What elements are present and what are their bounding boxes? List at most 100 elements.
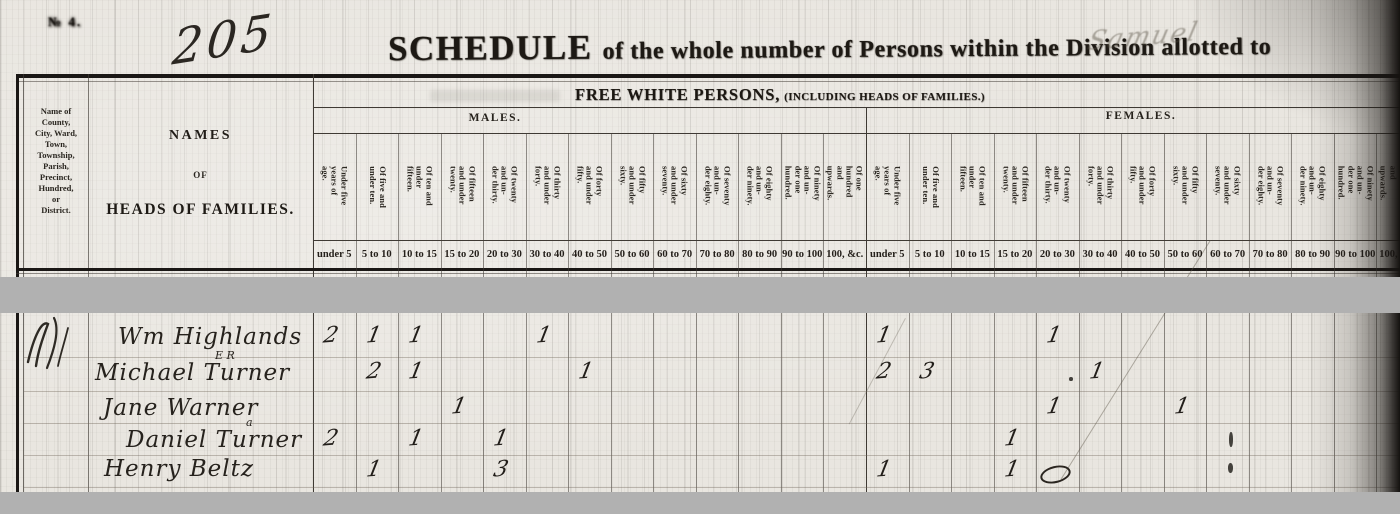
male-age-range-label-5: 30 to 40 [529,248,565,260]
margin-squiggle-handwriting [26,316,69,370]
table-row-name: Henry Beltz [104,456,254,482]
female-count-mark: 2 [874,358,894,385]
male-age-header-10: Of eighty and un- der ninety. [738,137,781,237]
female-age-header-text-10: Of eighty and un- der ninety. [1298,165,1328,206]
ink-speck [1228,463,1233,473]
male-age-header-6: Of forty and under fifty. [568,137,611,237]
table-top-border-inner [16,81,1400,82]
free-white-persons-header: FREE WHITE PERSONS, (INCLUDING HEADS OF … [480,85,1080,105]
female-age-header-3: Of fifteen and under twenty. [994,137,1037,237]
corner-stamp: № 4. [48,14,83,29]
female-age-header-1: Of five and under ten. [909,137,952,237]
male-age-header-text-2: Of ten and under fifteen. [405,165,435,206]
female-count-mark: 3 [916,358,937,385]
row-line [24,357,1400,358]
male-age-header-text-6: Of forty and under fifty. [575,165,605,205]
row-line [24,455,1400,456]
male-age-header-11: Of ninety and un- der one hundred. [781,137,824,237]
table-row-name: Daniel Turner a [126,416,303,453]
male-age-range-label-10: 80 to 90 [742,248,778,260]
male-count-mark: 2 [363,358,384,385]
male-count-mark: 2 [321,322,341,349]
male-age-header-text-0: Under five years of age. [320,165,350,206]
male-age-header-0: Under five years of age. [313,137,356,237]
female-age-header-0: Under five years of age. [866,137,909,237]
male-age-range-label-3: 15 to 20 [444,248,480,260]
table-row-name: Jane Warner [103,395,258,421]
male-age-header-text-3: Of fifteen and under twenty. [448,165,478,205]
female-age-range-label-10: 80 to 90 [1295,248,1331,260]
female-age-header-text-5: Of thirty and under forty. [1086,165,1116,205]
row-line [24,487,1400,488]
female-count-mark: 1 [1172,393,1192,420]
female-age-header-text-3: Of fifteen and under twenty. [1001,165,1031,205]
corner-header: Name of County, City, Ward, Town, Townsh… [34,106,78,215]
male-age-range-label-9: 70 to 80 [699,248,735,260]
male-age-header-9: Of seventy and un- der eighty. [696,137,739,237]
free-white-persons-paren: (INCLUDING HEADS OF FAMILIES.) [784,91,985,103]
female-age-range-label-5: 30 to 40 [1082,248,1118,260]
male-age-header-text-12: Of one hundred and upwards. [826,165,865,201]
female-count-mark: 1 [1087,358,1107,385]
male-count-mark: 1 [363,456,384,483]
male-age-header-text-7: Of fifty and under sixty. [618,165,648,205]
male-count-mark: 2 [321,425,341,452]
male-age-header-text-8: Of sixty and under seventy. [660,165,690,205]
redaction-band-top [0,277,1400,313]
male-age-header-8: Of sixty and under seventy. [653,137,696,237]
female-mark-scribble [1038,462,1073,487]
female-age-header-2: Of ten and under fifteen. [951,137,994,237]
male-age-header-1: Of five and under ten. [356,137,399,237]
schedule-title-word: SCHEDULE [387,27,593,69]
male-count-mark: 1 [406,425,426,452]
names-header-line2: OF [193,170,208,180]
male-age-range-label-11: 90 to 100 [782,248,823,260]
row-line [24,423,1400,424]
male-age-header-text-1: Of five and under ten. [367,165,388,208]
head-of-family-name: Jane Warner [103,395,259,421]
female-age-header-text-1: Of five and under ten. [920,165,941,208]
male-age-range-label-12: 100, &c. [826,248,864,260]
names-header-line3: HEADS OF FAMILIES. [106,201,295,218]
female-count-mark: 1 [1001,425,1022,452]
female-age-range-label-6: 40 to 50 [1125,248,1160,260]
table-row-name: Michael Turner E R [95,349,291,386]
header-bottom-border-inner [16,273,1400,274]
head-of-family-name: Daniel Turner [126,427,303,453]
female-age-header-text-0: Under five years of age. [873,165,903,206]
male-age-header-text-9: Of seventy and un- der eighty. [703,165,733,206]
header-bottom-border [16,268,1400,271]
scan-scratch-line [1060,240,1211,480]
female-age-header-9: Of seventy and un- der eighty. [1249,137,1292,237]
female-count-mark: 1 [1044,393,1064,420]
name-superscript-annotation: E R [215,349,235,362]
males-section-label: MALES. [468,112,522,124]
female-age-range-label-8: 60 to 70 [1210,248,1246,260]
male-count-mark: 1 [406,322,426,349]
female-age-header-text-9: Of seventy and un- der eighty. [1256,165,1286,206]
female-age-header-text-7: Of fifty and under sixty. [1171,165,1201,205]
male-count-mark: 1 [448,393,469,420]
male-age-range-label-2: 10 to 15 [401,248,437,260]
male-age-header-3: Of fifteen and under twenty. [441,137,484,237]
female-age-header-text-2: Of ten and under fifteen. [958,165,988,206]
female-age-range-label-3: 15 to 20 [997,248,1033,260]
female-age-range-label-9: 70 to 80 [1252,248,1288,260]
female-age-header-4: Of twenty and un- der thirty. [1036,137,1079,237]
ink-bleed-ghost [430,90,560,102]
male-age-range-label-7: 50 to 60 [614,248,650,260]
male-age-header-4: Of twenty and un- der thirty. [483,137,526,237]
male-age-header-2: Of ten and under fifteen. [398,137,441,237]
female-age-header-text-12: Of one hundred and upwards. [1379,165,1400,201]
female-age-header-5: Of thirty and under forty. [1079,137,1122,237]
female-age-range-label-2: 10 to 15 [954,248,990,260]
female-age-range-label-0: under 5 [870,248,905,260]
female-age-header-text-4: Of twenty and un- der thirty. [1043,165,1073,204]
head-of-family-name: Michael Turner [95,360,291,386]
male-age-header-text-10: Of eighty and un- der ninety. [745,165,775,206]
female-age-header-text-11: Of ninety and un- der one hundred. [1336,165,1376,201]
female-age-header-11: Of ninety and un- der one hundred. [1334,137,1377,237]
female-count-mark: 1 [1001,456,1022,483]
male-age-range-label-8: 60 to 70 [657,248,693,260]
